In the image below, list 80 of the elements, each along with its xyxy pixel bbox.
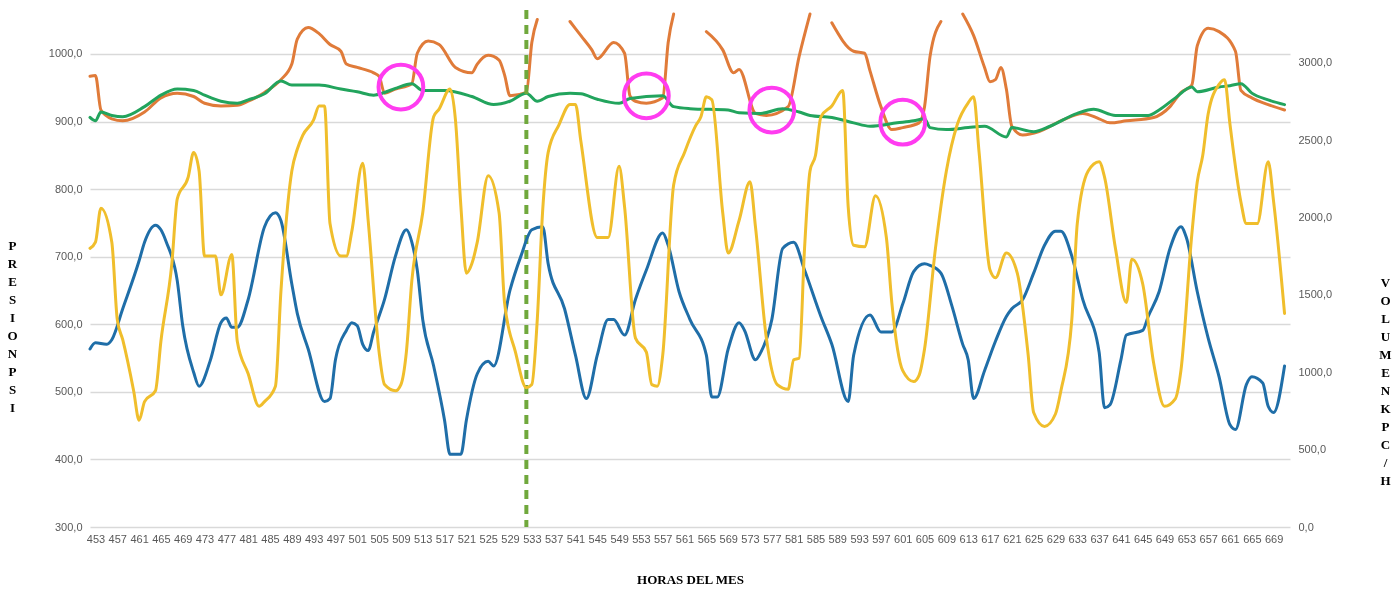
x-tick-label: 497 [326, 532, 346, 545]
x-tick-label: 573 [741, 532, 760, 545]
point [747, 85, 797, 135]
x-tick-label: 477 [217, 532, 237, 545]
x-tick-label: 653 [1177, 532, 1197, 545]
x-axis-title: HORAS DEL MES [637, 571, 744, 587]
x-tick-label: 453 [86, 532, 106, 545]
x-tick-label: 533 [523, 532, 542, 545]
x-tick-label: 481 [239, 532, 258, 545]
x-tick-label: 649 [1155, 532, 1175, 545]
text: VOLUMEN KPC/H [1379, 274, 1392, 488]
y-tick-label: 600,0 [54, 317, 83, 330]
x-tick-label: 513 [414, 532, 433, 545]
x-tick-label: 633 [1068, 532, 1087, 545]
x-tick-label: 525 [479, 532, 498, 545]
x-tick-label: 613 [959, 532, 978, 545]
y2-tick-label: 0,0 [1298, 520, 1314, 533]
y-tick-label: 1000,0 [48, 47, 83, 60]
x-tick-label: 669 [1264, 532, 1284, 545]
line-series [88, 79, 1287, 139]
point [622, 71, 671, 121]
x-tick-label: 541 [566, 532, 586, 545]
x-tick-label: 593 [850, 532, 869, 545]
x-tick-label: 509 [392, 532, 411, 545]
y2-tick-label: 1000,0 [1298, 365, 1333, 378]
x-tick-label: 469 [174, 532, 193, 545]
x-tick-label: 609 [937, 532, 957, 545]
x-tick-label: 581 [784, 532, 804, 545]
x-tick-label: 629 [1046, 532, 1066, 545]
y-tick-label: 900,0 [54, 115, 83, 128]
x-tick-label: 465 [152, 532, 171, 545]
y2-tick-label: 3000,0 [1298, 56, 1333, 69]
x-tick-label: 537 [544, 532, 564, 545]
x-tick-label: 553 [632, 532, 651, 545]
line-series [88, 211, 1287, 456]
x-tick-label: 625 [1024, 532, 1044, 545]
x-tick-label: 665 [1243, 532, 1262, 545]
x-tick-label: 565 [697, 532, 717, 545]
point [878, 97, 928, 147]
x-tick-label: 597 [872, 532, 891, 545]
x-tick-label: 617 [981, 532, 1000, 545]
x-tick-label: 557 [654, 532, 673, 545]
text: PRESION PSI [7, 237, 18, 415]
x-tick-label: 549 [610, 532, 629, 545]
x-tick-label: 457 [108, 532, 127, 545]
x-tick-label: 545 [588, 532, 607, 545]
x-tick-label: 489 [283, 532, 302, 545]
y-tick-label: 300,0 [54, 520, 83, 533]
line-series [88, 78, 1287, 428]
x-tick-label: 521 [457, 532, 477, 545]
x-tick-label: 561 [675, 532, 695, 545]
x-tick-label: 605 [915, 532, 935, 545]
x-tick-label: 517 [435, 532, 455, 545]
x-tick-label: 641 [1112, 532, 1131, 545]
y2-tick-label: 500,0 [1298, 443, 1327, 456]
x-tick-label: 485 [261, 532, 280, 545]
x-tick-label: 505 [370, 532, 389, 545]
x-tick-label: 493 [304, 532, 324, 545]
y2-tick-label: 2000,0 [1298, 210, 1333, 223]
x-tick-label: 661 [1221, 532, 1240, 545]
x-tick-label: 461 [130, 532, 149, 545]
x-tick-label: 577 [763, 532, 782, 545]
x-tick-label: 589 [828, 532, 847, 545]
x-tick-label: 473 [195, 532, 215, 545]
x-tick-label: 501 [348, 532, 367, 545]
y-tick-label: 800,0 [54, 182, 83, 195]
point [376, 62, 426, 112]
x-tick-label: 621 [1003, 532, 1022, 545]
x-tick-label: 569 [719, 532, 738, 545]
y-tick-label: 500,0 [54, 385, 83, 398]
x-tick-label: 637 [1090, 532, 1109, 545]
y2-tick-label: 1500,0 [1298, 288, 1333, 301]
x-tick-label: 645 [1134, 532, 1153, 545]
x-tick-label: 601 [894, 532, 913, 545]
x-tick-label: 657 [1199, 532, 1218, 545]
x-tick-label: 585 [806, 532, 826, 545]
y-tick-label: 700,0 [54, 250, 83, 263]
x-tick-label: 529 [501, 532, 520, 545]
y-tick-label: 400,0 [54, 452, 83, 465]
y2-tick-label: 2500,0 [1298, 133, 1333, 146]
